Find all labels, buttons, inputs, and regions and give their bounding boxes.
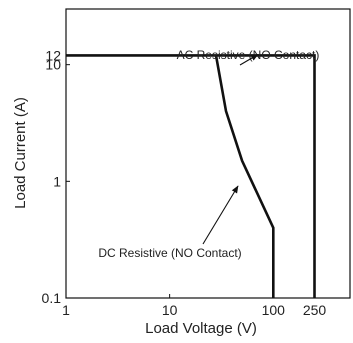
series-line-ac-resistive xyxy=(66,54,316,298)
y-tick-label: 1 xyxy=(53,173,61,189)
y-tick-label: 10 xyxy=(45,57,61,73)
y-tick-label: 12 xyxy=(45,47,61,63)
series-line-dc-resistive xyxy=(214,55,275,298)
series-layer xyxy=(66,54,316,298)
y-tick-label: 0.1 xyxy=(42,290,62,306)
x-axis-title: Load Voltage (V) xyxy=(145,320,257,337)
x-tick-label: 100 xyxy=(262,302,286,318)
ac-resistive-arrow xyxy=(239,53,259,66)
x-tick-label: 250 xyxy=(303,302,327,318)
ac-resistive-label: AC Resistive (NO Contact) xyxy=(177,48,320,62)
dc-resistive-arrow xyxy=(202,185,239,245)
annotations-layer: AC Resistive (NO Contact) DC Resistive (N… xyxy=(98,48,319,260)
x-tick-label: 10 xyxy=(162,302,178,318)
x-tick-label: 1 xyxy=(62,302,70,318)
y-axis-title: Load Current (A) xyxy=(12,97,29,209)
dc-resistive-label: DC Resistive (NO Contact) xyxy=(98,246,241,260)
x-axis-ticks: 1 10 100 250 xyxy=(62,294,326,318)
plot-frame xyxy=(65,8,351,299)
